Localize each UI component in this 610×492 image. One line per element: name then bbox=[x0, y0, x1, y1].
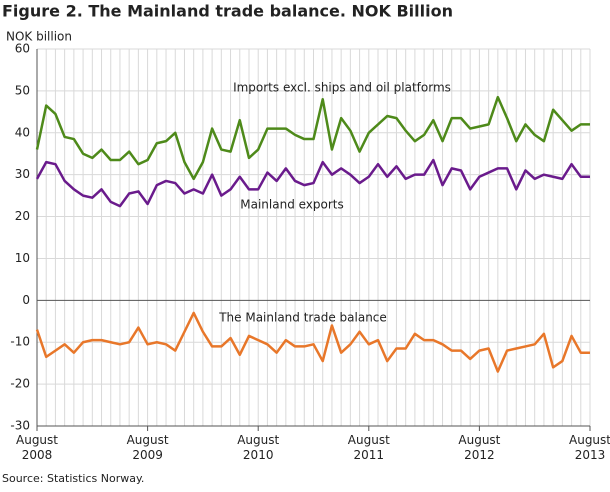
y-tick-label: -10 bbox=[10, 335, 30, 349]
x-tick-label: August 2011 bbox=[348, 433, 390, 462]
series-line bbox=[35, 158, 590, 208]
series-line bbox=[35, 95, 590, 181]
series-line bbox=[35, 311, 590, 373]
series-label: Imports excl. ships and oil platforms bbox=[233, 81, 451, 95]
y-tick-label: -20 bbox=[10, 377, 30, 391]
x-tick-label: August 2009 bbox=[127, 433, 169, 462]
x-tick-label: August 2013 bbox=[569, 433, 610, 462]
x-tick-label: August 2012 bbox=[458, 433, 500, 462]
y-tick-label: 50 bbox=[15, 83, 30, 97]
y-axis-label: NOK billion bbox=[6, 30, 72, 44]
source: Source: Statistics Norway. bbox=[2, 472, 144, 485]
series-label: Mainland exports bbox=[240, 198, 344, 212]
y-tick-label: 30 bbox=[15, 167, 30, 181]
x-tick-label: August 2008 bbox=[16, 433, 58, 462]
series-label: The Mainland trade balance bbox=[218, 311, 387, 325]
chart-title: Figure 2. The Mainland trade balance. NO… bbox=[2, 2, 453, 21]
y-tick-label: 10 bbox=[15, 251, 30, 265]
y-tick-label: 40 bbox=[15, 125, 30, 139]
x-tick-label: August 2010 bbox=[237, 433, 279, 462]
y-tick-label: 0 bbox=[22, 293, 30, 307]
y-tick-label: 60 bbox=[15, 42, 30, 56]
y-tick-label: 20 bbox=[15, 209, 30, 223]
y-tick-label: -30 bbox=[10, 419, 30, 433]
